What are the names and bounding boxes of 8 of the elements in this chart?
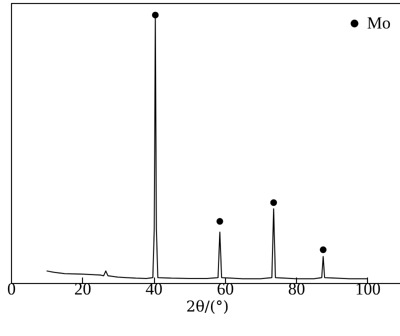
point <box>320 246 327 254</box>
x-tick-label: 0 <box>7 280 16 298</box>
x-axis-title: 2θ/(°) <box>186 298 229 316</box>
point <box>270 199 277 206</box>
point <box>216 218 224 225</box>
x-tick-label: 40 <box>146 280 163 298</box>
legend-label: Mo <box>367 14 391 32</box>
point <box>152 12 159 18</box>
